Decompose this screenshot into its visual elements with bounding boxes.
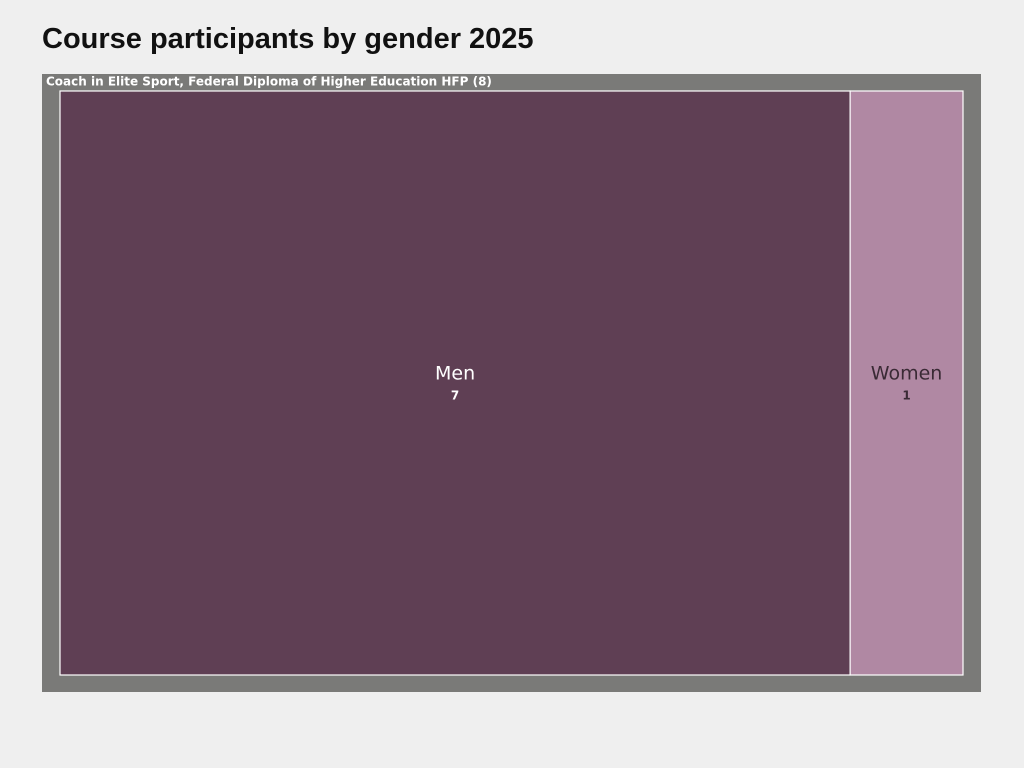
value-label: 7: [451, 389, 459, 403]
treemap-cell: [59, 90, 851, 676]
treemap-cell: [849, 90, 964, 676]
parent-label: Coach in Elite Sport, Federal Diploma of…: [46, 75, 492, 89]
chart-title: Course participants by gender 2025: [42, 23, 534, 55]
cell-label: Men: [435, 363, 475, 385]
value-label: 1: [902, 389, 910, 403]
cell-label: Women: [871, 363, 943, 385]
